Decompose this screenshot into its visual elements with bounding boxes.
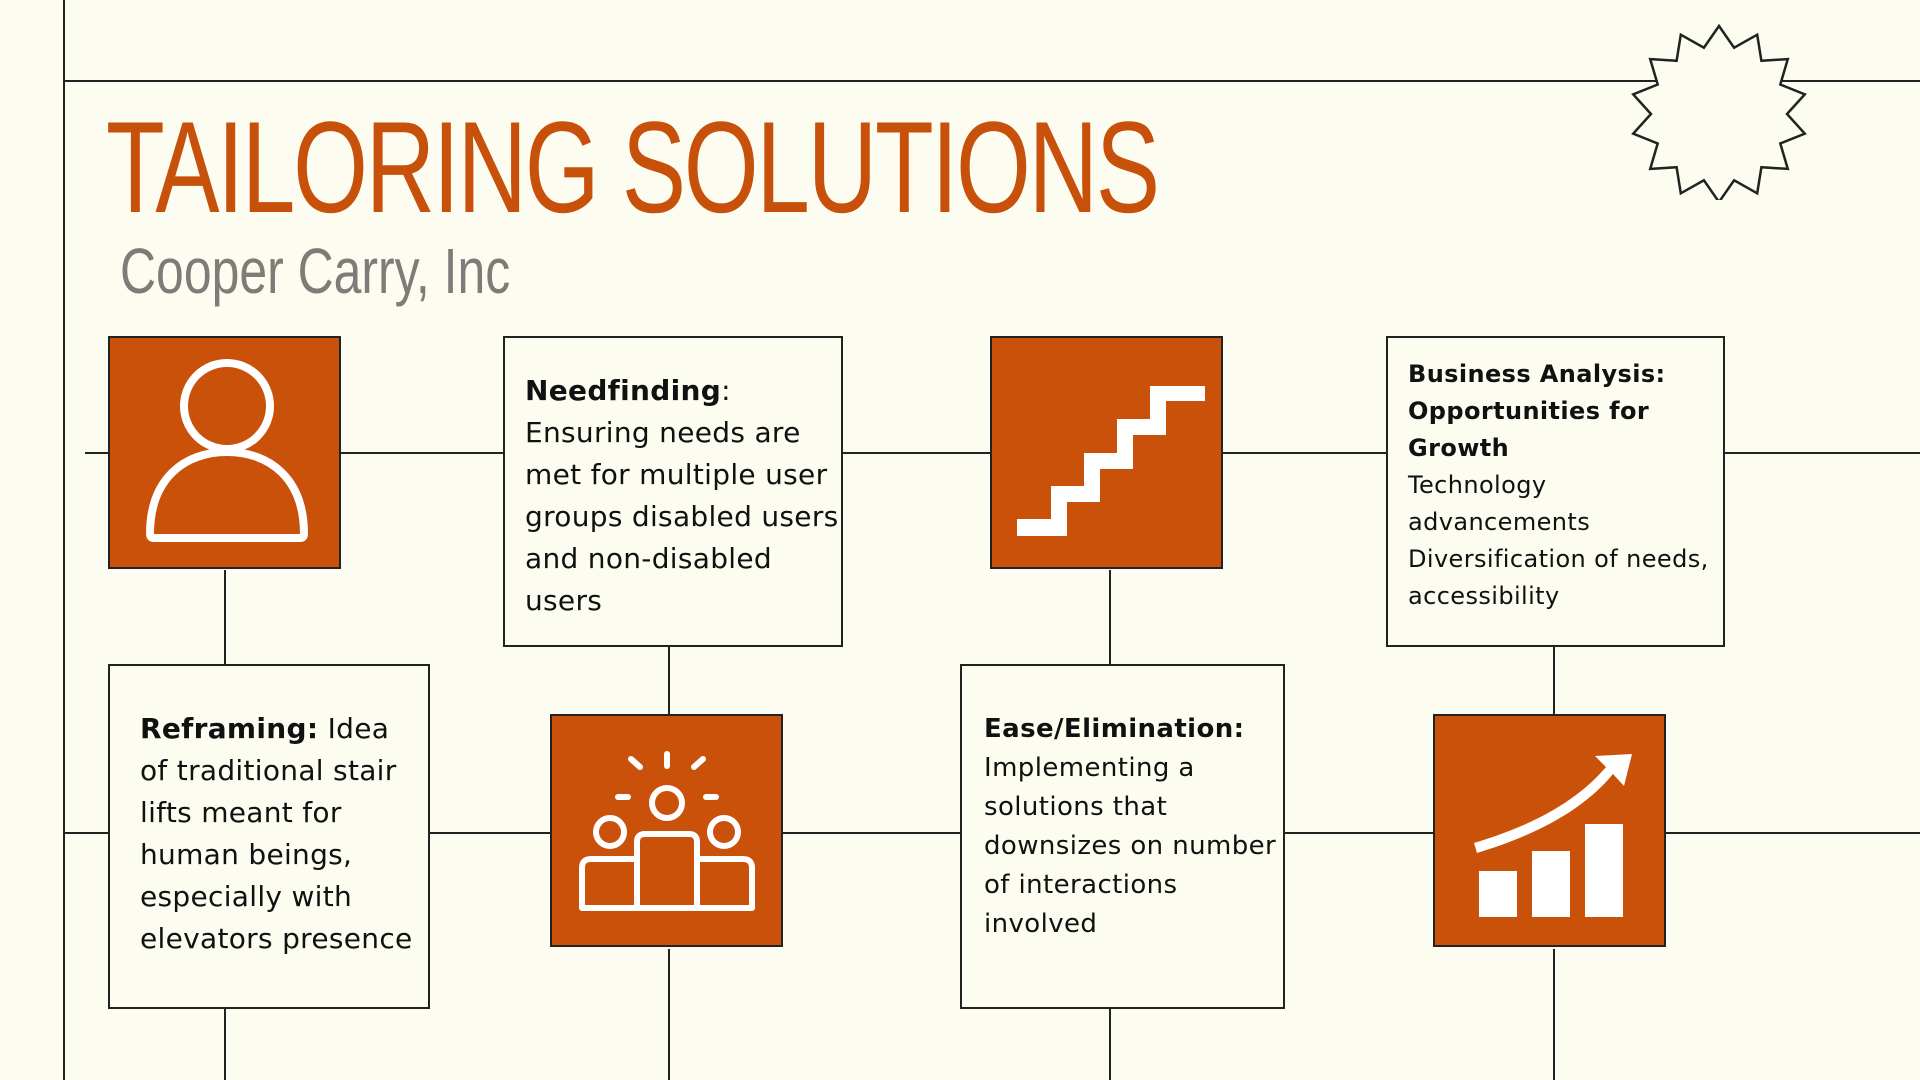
reframing-box: Reframing: Idea of traditional stair lif… [108, 664, 430, 1009]
user-icon [146, 359, 308, 542]
business-analysis-heading: Business Analysis: Opportunities for Gro… [1408, 360, 1666, 462]
stairs-icon [1017, 386, 1205, 536]
group-icon-box [550, 714, 783, 947]
needfinding-heading: Needfinding [525, 374, 722, 407]
ease-elimination-body: Implementing a solutions that downsizes … [984, 753, 1277, 939]
needfinding-colon: : [721, 374, 731, 407]
business-analysis-box: Business Analysis: Opportunities for Gro… [1386, 336, 1725, 647]
page-subtitle: Cooper Carry, Inc [120, 235, 511, 307]
ease-elimination-box: Ease/Elimination: Implementing a solutio… [960, 664, 1285, 1009]
stairs-icon-box [990, 336, 1223, 569]
needfinding-box: Needfinding: Ensuring needs are met for … [503, 336, 843, 647]
reframing-heading: Reframing: [140, 712, 319, 745]
starburst-icon [1631, 23, 1807, 200]
growth-chart-icon-box [1433, 714, 1666, 947]
page-title: TAILORING SOLUTIONS [106, 94, 1160, 240]
ease-elimination-heading: Ease/Elimination: [984, 714, 1245, 744]
user-icon-box [108, 336, 341, 569]
group-icon [579, 751, 755, 911]
growth-chart-icon [1474, 754, 1632, 917]
business-analysis-body-1: Technology advancements [1408, 471, 1591, 536]
business-analysis-body-2: Diversification of needs, accessibility [1408, 545, 1709, 610]
needfinding-body: Ensuring needs are met for multiple user… [525, 416, 839, 617]
reframing-body: Idea of traditional stair lifts meant fo… [140, 712, 413, 955]
